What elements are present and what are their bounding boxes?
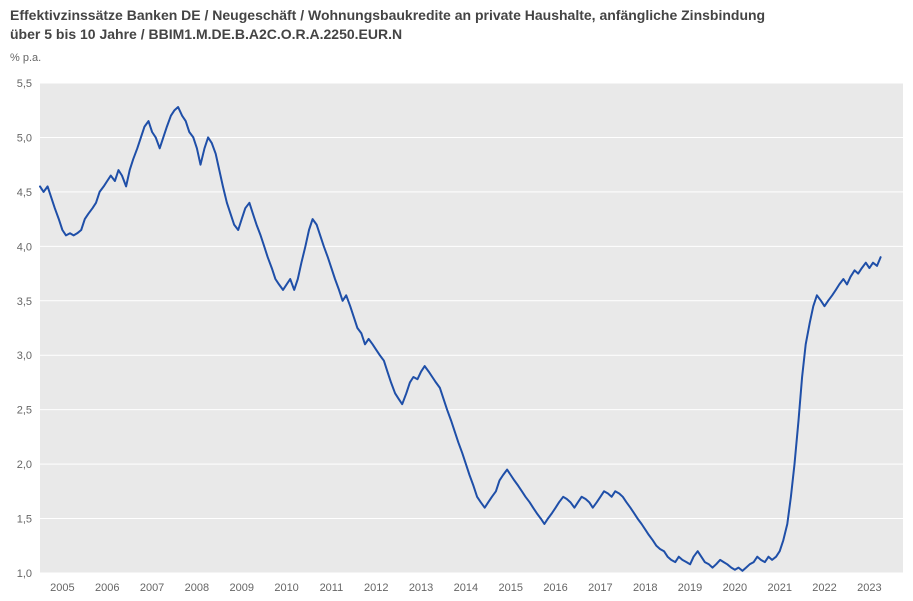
svg-text:2018: 2018 [633,582,657,594]
svg-text:3,5: 3,5 [17,296,32,308]
svg-text:2014: 2014 [454,582,478,594]
title-line1: Effektivzinssätze Banken DE / Neugeschäf… [10,7,765,23]
svg-text:3,0: 3,0 [17,350,32,362]
svg-text:2019: 2019 [678,582,702,594]
title-line2: über 5 bis 10 Jahre / BBIM1.M.DE.B.A2C.O… [10,26,402,42]
svg-text:1,0: 1,0 [17,568,32,580]
svg-text:5,5: 5,5 [17,78,32,90]
svg-text:4,0: 4,0 [17,241,32,253]
svg-text:2021: 2021 [767,582,791,594]
svg-text:2013: 2013 [409,582,433,594]
svg-text:2006: 2006 [95,582,119,594]
svg-text:2007: 2007 [140,582,164,594]
svg-text:5,0: 5,0 [17,132,32,144]
svg-text:2010: 2010 [274,582,298,594]
chart-subtitle: % p.a. [0,46,913,68]
svg-text:1,5: 1,5 [17,514,32,526]
svg-text:2015: 2015 [498,582,522,594]
svg-text:2009: 2009 [229,582,253,594]
svg-text:2023: 2023 [857,582,881,594]
svg-text:2017: 2017 [588,582,612,594]
svg-text:2011: 2011 [320,582,344,594]
svg-text:4,5: 4,5 [17,187,32,199]
svg-text:2005: 2005 [50,582,74,594]
svg-text:2,5: 2,5 [17,405,32,417]
svg-text:2008: 2008 [185,582,209,594]
chart-svg: 1,0 1,5 2,0 2,5 3,0 3,5 4,0 4,5 5,0 5,5 2005 2006 20… [0,78,913,601]
chart-container: Effektivzinssätze Banken DE / Neugeschäf… [0,0,913,601]
chart-title: Effektivzinssätze Banken DE / Neugeschäf… [0,0,913,46]
chart-plot-area: 1,0 1,5 2,0 2,5 3,0 3,5 4,0 4,5 5,0 5,5 2005 2006 20… [0,78,913,601]
svg-text:2012: 2012 [364,582,388,594]
svg-text:2,0: 2,0 [17,459,32,471]
svg-text:2016: 2016 [543,582,567,594]
svg-text:2020: 2020 [723,582,747,594]
svg-text:2022: 2022 [812,582,836,594]
